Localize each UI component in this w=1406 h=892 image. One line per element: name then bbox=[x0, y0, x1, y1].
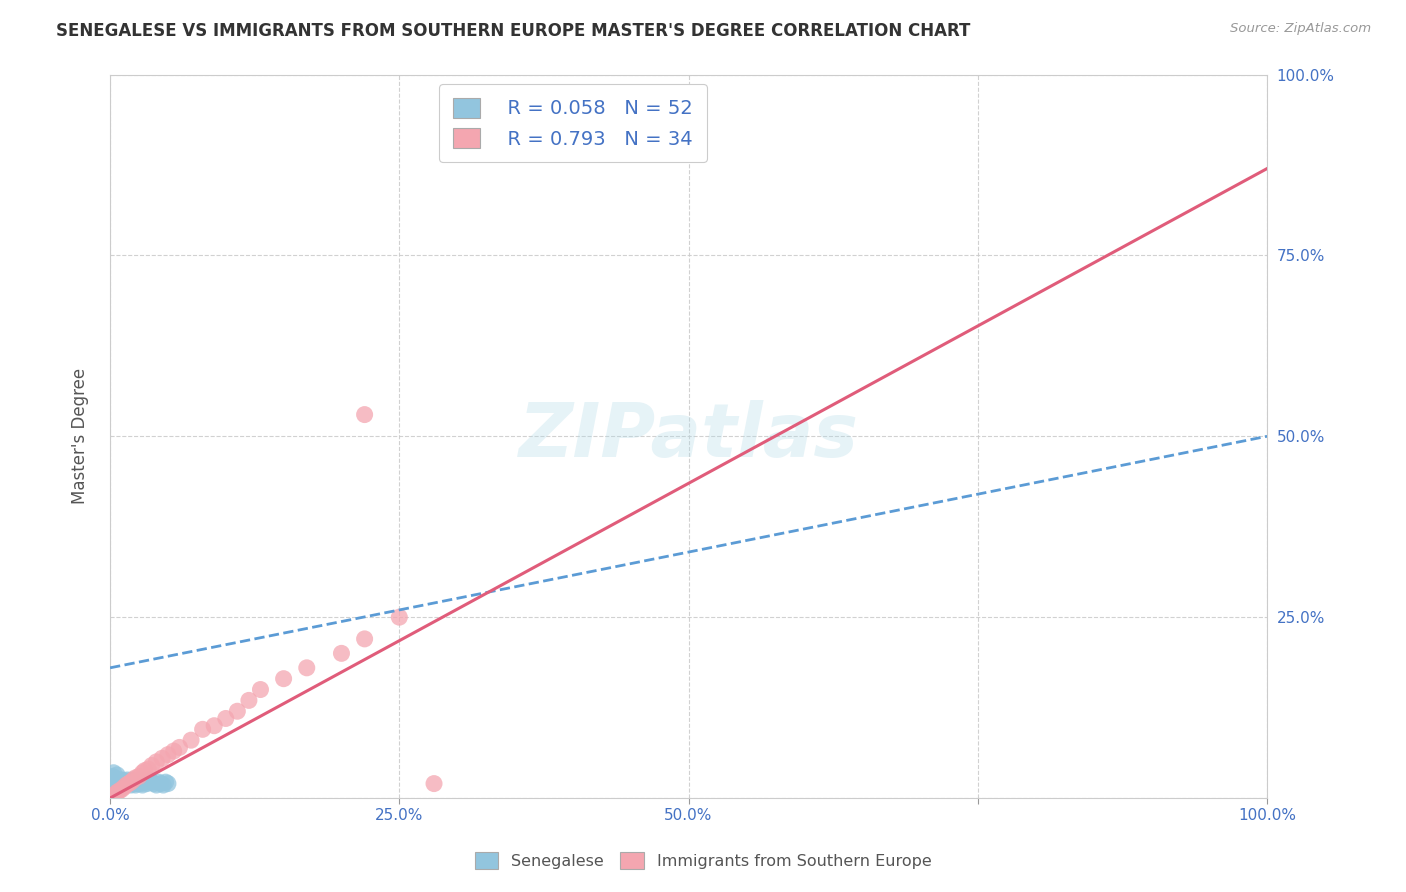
Point bbox=[156, 747, 179, 762]
Point bbox=[104, 782, 127, 797]
Point bbox=[295, 661, 318, 675]
Point bbox=[107, 772, 129, 787]
Point bbox=[388, 610, 411, 624]
Point bbox=[115, 778, 138, 792]
Point bbox=[141, 775, 163, 789]
Point bbox=[112, 775, 135, 789]
Text: ZIPatlas: ZIPatlas bbox=[519, 400, 859, 473]
Point bbox=[127, 776, 149, 790]
Point bbox=[101, 784, 124, 798]
Point bbox=[148, 775, 170, 789]
Point bbox=[136, 776, 159, 790]
Point bbox=[141, 758, 163, 772]
Point bbox=[122, 772, 145, 787]
Point bbox=[111, 782, 134, 797]
Point bbox=[105, 775, 128, 789]
Point bbox=[124, 776, 146, 790]
Point bbox=[120, 775, 142, 789]
Point bbox=[111, 776, 134, 790]
Point bbox=[238, 693, 260, 707]
Text: Source: ZipAtlas.com: Source: ZipAtlas.com bbox=[1230, 22, 1371, 36]
Point bbox=[104, 788, 127, 802]
Point bbox=[124, 778, 146, 792]
Legend:   R = 0.058   N = 52,   R = 0.793   N = 34: R = 0.058 N = 52, R = 0.793 N = 34 bbox=[439, 84, 707, 162]
Point bbox=[103, 765, 125, 780]
Point bbox=[145, 755, 167, 769]
Point bbox=[152, 778, 174, 792]
Legend: Senegalese, Immigrants from Southern Europe: Senegalese, Immigrants from Southern Eur… bbox=[468, 846, 938, 875]
Point bbox=[112, 776, 135, 790]
Point bbox=[104, 778, 127, 792]
Point bbox=[128, 769, 150, 783]
Point bbox=[121, 772, 143, 787]
Point bbox=[131, 778, 153, 792]
Point bbox=[110, 776, 132, 790]
Point bbox=[353, 408, 375, 422]
Point bbox=[111, 778, 134, 792]
Point bbox=[353, 632, 375, 646]
Point bbox=[128, 772, 150, 787]
Point bbox=[145, 778, 167, 792]
Point bbox=[117, 775, 139, 789]
Point bbox=[114, 778, 136, 792]
Point bbox=[110, 772, 132, 787]
Point bbox=[134, 764, 156, 778]
Point bbox=[117, 776, 139, 790]
Point bbox=[104, 771, 127, 785]
Point bbox=[156, 776, 179, 790]
Point bbox=[131, 776, 153, 790]
Point bbox=[118, 776, 141, 790]
Point bbox=[143, 776, 166, 790]
Point bbox=[103, 785, 125, 799]
Point bbox=[163, 744, 186, 758]
Point bbox=[101, 789, 124, 804]
Point bbox=[125, 775, 148, 789]
Point bbox=[122, 775, 145, 789]
Point bbox=[107, 780, 129, 795]
Point bbox=[108, 778, 131, 792]
Point bbox=[111, 772, 134, 787]
Point bbox=[115, 775, 138, 789]
Point bbox=[105, 785, 128, 799]
Point bbox=[105, 768, 128, 782]
Point bbox=[108, 784, 131, 798]
Y-axis label: Master's Degree: Master's Degree bbox=[72, 368, 89, 504]
Point bbox=[202, 719, 225, 733]
Point bbox=[104, 780, 127, 795]
Point bbox=[169, 740, 191, 755]
Point bbox=[129, 775, 152, 789]
Point bbox=[124, 771, 146, 785]
Point bbox=[134, 775, 156, 789]
Point bbox=[117, 772, 139, 787]
Point bbox=[111, 775, 134, 789]
Point bbox=[112, 780, 135, 795]
Point bbox=[117, 776, 139, 790]
Point bbox=[226, 704, 249, 718]
Point bbox=[131, 765, 153, 780]
Point bbox=[155, 775, 177, 789]
Point bbox=[273, 672, 295, 686]
Point bbox=[215, 711, 238, 725]
Point bbox=[120, 778, 142, 792]
Point bbox=[100, 788, 122, 802]
Point bbox=[180, 733, 202, 747]
Point bbox=[191, 723, 214, 737]
Point bbox=[138, 772, 160, 787]
Point bbox=[136, 762, 159, 776]
Point bbox=[150, 751, 173, 765]
Point bbox=[108, 775, 131, 789]
Point bbox=[330, 646, 353, 660]
Point bbox=[249, 682, 271, 697]
Text: SENEGALESE VS IMMIGRANTS FROM SOUTHERN EUROPE MASTER'S DEGREE CORRELATION CHART: SENEGALESE VS IMMIGRANTS FROM SOUTHERN E… bbox=[56, 22, 970, 40]
Point bbox=[149, 776, 172, 790]
Point bbox=[101, 769, 124, 783]
Point bbox=[423, 776, 446, 790]
Point bbox=[105, 776, 128, 790]
